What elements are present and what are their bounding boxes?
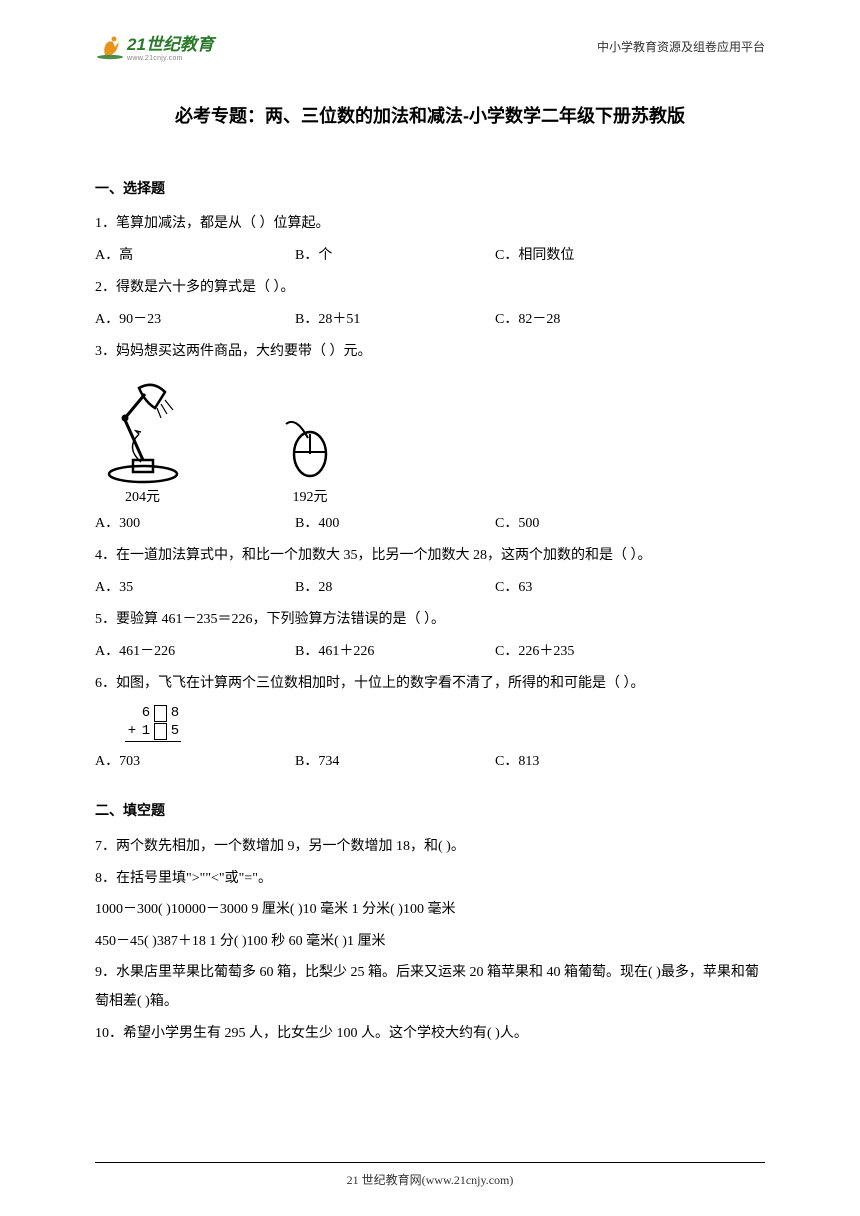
question-7: 7．两个数先相加，一个数增加 9，另一个数增加 18，和( )。	[95, 832, 765, 861]
mouse-price: 192元	[293, 486, 328, 506]
mouse-icon	[280, 414, 340, 484]
lamp-price: 204元	[125, 486, 160, 506]
question-8-line2: 450－45( )387＋18 1 分( )100 秒 60 毫米( )1 厘米	[95, 927, 765, 956]
add-r1-tens-box	[154, 705, 167, 722]
section-1-header: 一、选择题	[95, 178, 765, 198]
q4-option-c: C．63	[495, 574, 695, 602]
add-r2-tens-box	[154, 723, 167, 740]
q5-option-a: A．461－226	[95, 638, 295, 666]
logo-main-text: 21世纪教育	[127, 30, 214, 55]
q1-option-a: A．高	[95, 242, 295, 270]
q2-option-b: B．28＋51	[295, 306, 495, 334]
q4-option-a: A．35	[95, 574, 295, 602]
logo-text: 21世纪教育 www.21cnjy.com	[127, 30, 214, 62]
q3-option-c: C．500	[495, 510, 695, 538]
section-2-header: 二、填空题	[95, 800, 765, 820]
plus-sign: +	[125, 722, 139, 740]
q6-option-b: B．734	[295, 748, 495, 776]
addition-line	[125, 741, 181, 742]
add-r1-hundreds: 6	[139, 704, 153, 722]
q6-option-a: A．703	[95, 748, 295, 776]
question-1: 1．笔算加减法，都是从（ ）位算起。	[95, 210, 765, 238]
question-9: 9．水果店里苹果比葡萄多 60 箱，比梨少 25 箱。后来又运来 20 箱苹果和…	[95, 958, 765, 1017]
question-6: 6．如图，飞飞在计算两个三位数相加时，十位上的数字看不清了，所得的和可能是（ ）…	[95, 670, 765, 698]
addition-diagram: 6 8 + 1 5	[125, 704, 765, 742]
lamp-icon	[95, 374, 190, 484]
q5-option-c: C．226＋235	[495, 638, 695, 666]
logo-url-text: www.21cnjy.com	[127, 55, 214, 62]
mouse-product: 192元	[280, 414, 340, 506]
content: 必考专题：两、三位数的加法和减法-小学数学二年级下册苏教版 一、选择题 1．笔算…	[0, 72, 860, 1048]
add-r1-ones: 8	[168, 704, 182, 722]
question-4: 4．在一道加法算式中，和比一个加数大 35，比另一个加数大 28，这两个加数的和…	[95, 542, 765, 570]
add-r2-hundreds: 1	[139, 722, 153, 740]
add-r2-ones: 5	[168, 722, 182, 740]
question-5: 5．要验算 461－235＝226，下列验算方法错误的是（ ）。	[95, 606, 765, 634]
logo: 21世纪教育 www.21cnjy.com	[95, 30, 214, 62]
header-platform-text: 中小学教育资源及组卷应用平台	[597, 38, 765, 55]
lamp-product: 204元	[95, 374, 190, 506]
q2-option-a: A．90－23	[95, 306, 295, 334]
question-1-options: A．高 B．个 C．相同数位	[95, 242, 765, 270]
footer-text: 21 世纪教育网(www.21cnjy.com)	[0, 1171, 860, 1188]
page-footer: 21 世纪教育网(www.21cnjy.com)	[0, 1162, 860, 1188]
q1-option-c: C．相同数位	[495, 242, 695, 270]
question-5-options: A．461－226 B．461＋226 C．226＋235	[95, 638, 765, 666]
q3-option-b: B．400	[295, 510, 495, 538]
q1-option-b: B．个	[295, 242, 495, 270]
question-3: 3．妈妈想买这两件商品，大约要带（ ）元。	[95, 338, 765, 366]
logo-icon	[95, 31, 125, 61]
question-4-options: A．35 B．28 C．63	[95, 574, 765, 602]
question-2: 2．得数是六十多的算式是（ ）。	[95, 274, 765, 302]
question-3-images: 204元 192元	[95, 374, 765, 506]
q3-option-a: A．300	[95, 510, 295, 538]
question-10: 10．希望小学男生有 295 人，比女生少 100 人。这个学校大约有( )人。	[95, 1019, 765, 1048]
question-8-prompt: 8．在括号里填">""<"或"="。	[95, 864, 765, 893]
page-title: 必考专题：两、三位数的加法和减法-小学数学二年级下册苏教版	[95, 102, 765, 128]
question-2-options: A．90－23 B．28＋51 C．82－28	[95, 306, 765, 334]
question-8-line1: 1000－300( )10000－3000 9 厘米( )10 毫米 1 分米(…	[95, 895, 765, 924]
page-header: 21世纪教育 www.21cnjy.com 中小学教育资源及组卷应用平台	[0, 0, 860, 72]
footer-divider	[95, 1162, 765, 1163]
q2-option-c: C．82－28	[495, 306, 695, 334]
question-6-options: A．703 B．734 C．813	[95, 748, 765, 776]
q4-option-b: B．28	[295, 574, 495, 602]
q5-option-b: B．461＋226	[295, 638, 495, 666]
q6-option-c: C．813	[495, 748, 695, 776]
question-3-options: A．300 B．400 C．500	[95, 510, 765, 538]
